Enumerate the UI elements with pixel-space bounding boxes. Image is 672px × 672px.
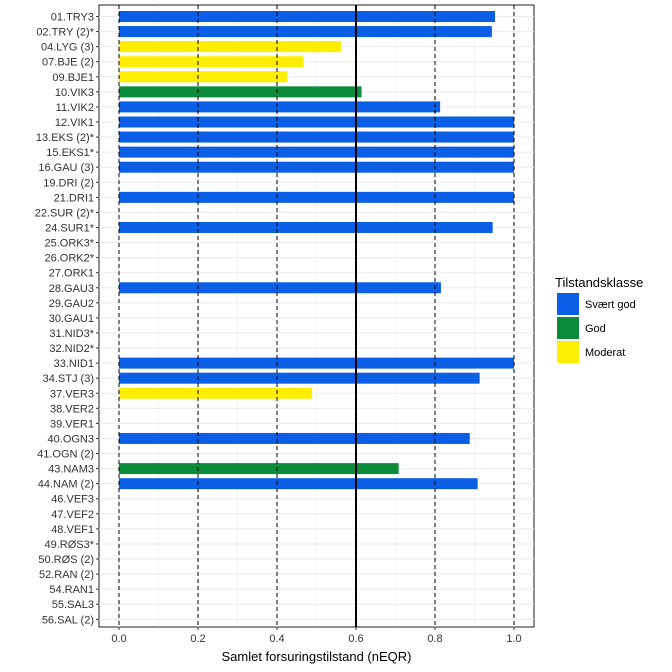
x-tick-label: 0.2 [190, 633, 205, 645]
y-tick-label: 13.EKS (2)* [36, 132, 95, 144]
bar [119, 131, 514, 143]
reference-lines [118, 5, 515, 627]
legend-label: God [585, 323, 606, 335]
legend-label: Svært god [585, 299, 636, 311]
y-tick-label: 24.SUR1* [45, 222, 95, 234]
bar [119, 26, 492, 38]
y-tick-label: 12.VIK1 [55, 117, 94, 129]
y-tick-label: 25.ORK3* [44, 238, 94, 250]
y-tick-label: 56.SAL (2) [42, 614, 94, 626]
bar [119, 101, 441, 113]
y-tick-label: 50.RØS (2) [38, 554, 94, 566]
bar [119, 86, 362, 98]
y-tick-label: 47.VEF2 [51, 509, 94, 521]
bars [119, 11, 514, 490]
y-tick-label: 21.DRI1 [54, 192, 94, 204]
y-tick-label: 31.NID3* [49, 328, 94, 340]
y-tick-label: 52.RAN (2) [39, 569, 94, 581]
y-tick-label: 44.NAM (2) [38, 479, 94, 491]
y-tick-label: 30.GAU1 [49, 313, 94, 325]
y-tick-label: 55.SAL3 [52, 599, 94, 611]
y-tick-label: 09.BJE1 [52, 72, 94, 84]
bar [119, 282, 441, 294]
legend: Tilstandsklasse Svært god God Moderat [555, 275, 643, 363]
y-tick-label: 43.NAM3 [48, 464, 94, 476]
x-tick-label: 0.8 [427, 633, 442, 645]
y-tick-label: 22.SUR (2)* [35, 207, 95, 219]
y-tick-label: 02.TRY (2)* [36, 27, 94, 39]
x-axis-title: Samlet forsuringstilstand (nEQR) [221, 649, 411, 664]
x-tick-label: 0.4 [269, 633, 284, 645]
y-tick-label: 26.ORK2* [44, 253, 94, 265]
legend-title: Tilstandsklasse [555, 275, 643, 290]
y-tick-label: 54.RAN1 [49, 584, 94, 596]
bar [119, 191, 514, 203]
bar [119, 56, 304, 68]
y-tick-label: 37.VER3 [50, 388, 94, 400]
y-tick-label: 04.LYG (3) [41, 42, 94, 54]
x-tick-labels: 0.0 0.2 0.4 0.6 0.8 1.0 [111, 627, 522, 645]
y-tick-label: 11.VIK2 [56, 102, 94, 114]
y-tick-label: 48.VEF1 [51, 524, 94, 536]
bar [119, 478, 478, 490]
x-tick-label: 1.0 [506, 633, 521, 645]
y-tick-label: 16.GAU (3) [38, 162, 94, 174]
bar [119, 11, 496, 22]
bar [119, 463, 399, 475]
y-tick-label: 32.NID2* [49, 343, 94, 355]
bar [119, 116, 514, 128]
bar [119, 387, 313, 399]
x-tick-label: 0.0 [111, 633, 126, 645]
y-tick-labels: 01.TRY3 02.TRY (2)* 04.LYG (3) 07.BJE (2) 09… [35, 12, 99, 626]
y-tick-label: 40.OGN3 [48, 433, 94, 445]
legend-label: Moderat [585, 347, 625, 359]
y-tick-label: 19.DRI (2) [43, 177, 94, 189]
bar [119, 432, 470, 444]
y-tick-label: 01.TRY3 [51, 12, 94, 24]
y-tick-label: 41.OGN (2) [37, 449, 94, 461]
legend-key [557, 317, 579, 339]
bar [119, 146, 514, 158]
bar [119, 372, 480, 384]
y-tick-label: 49.RØS3* [44, 539, 94, 551]
y-tick-label: 29.GAU2 [49, 298, 94, 310]
y-tick-label: 46.VEF3 [51, 494, 94, 506]
bar [119, 221, 493, 233]
bar [119, 161, 514, 173]
y-tick-label: 07.BJE (2) [42, 57, 94, 69]
x-tick-label: 0.6 [348, 633, 363, 645]
y-tick-label: 33.NID1 [54, 358, 94, 370]
bar [119, 41, 341, 53]
y-tick-label: 10.VIK3 [55, 87, 94, 99]
legend-key [557, 341, 579, 363]
y-tick-label: 28.GAU3 [49, 283, 94, 295]
y-tick-label: 38.VER2 [50, 403, 94, 415]
legend-key [557, 293, 579, 315]
y-tick-label: 27.ORK1 [49, 268, 94, 280]
y-tick-label: 34.STJ (3) [43, 373, 94, 385]
y-tick-label: 39.VER1 [50, 418, 94, 430]
bar [119, 71, 288, 83]
y-tick-label: 15.EKS1* [46, 147, 94, 159]
bar [119, 357, 514, 369]
